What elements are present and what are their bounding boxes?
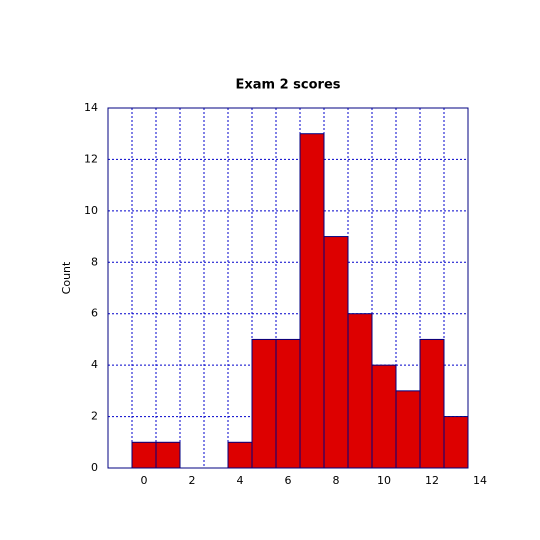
x-tick-label: 2 xyxy=(189,474,196,487)
y-tick-label: 0 xyxy=(91,461,98,474)
y-tick-label: 10 xyxy=(84,204,98,217)
bar xyxy=(347,313,373,469)
bar xyxy=(323,236,349,469)
bar xyxy=(371,364,397,469)
y-tick-label: 14 xyxy=(84,101,98,114)
x-tick-label: 12 xyxy=(425,474,439,487)
y-tick-label: 2 xyxy=(91,410,98,423)
y-tick-label: 6 xyxy=(91,307,98,320)
y-tick-label: 8 xyxy=(91,255,98,268)
x-tick-label: 6 xyxy=(285,474,292,487)
y-axis-label: Count xyxy=(60,261,73,294)
bar xyxy=(299,133,325,469)
x-tick-label: 8 xyxy=(333,474,340,487)
bar xyxy=(395,390,421,469)
bar xyxy=(275,338,301,469)
y-tick-label: 4 xyxy=(91,358,98,371)
bar xyxy=(419,338,445,469)
bar xyxy=(251,338,277,469)
x-tick-label: 10 xyxy=(377,474,391,487)
bar xyxy=(131,441,157,469)
y-tick-label: 12 xyxy=(84,152,98,165)
bar xyxy=(443,416,469,469)
bar xyxy=(155,441,181,469)
chart-title: Exam 2 scores xyxy=(235,78,340,93)
x-tick-label: 0 xyxy=(141,474,148,487)
x-tick-label: 14 xyxy=(473,474,487,487)
bar xyxy=(227,441,253,469)
x-tick-label: 4 xyxy=(237,474,244,487)
plot-frame xyxy=(107,107,469,469)
